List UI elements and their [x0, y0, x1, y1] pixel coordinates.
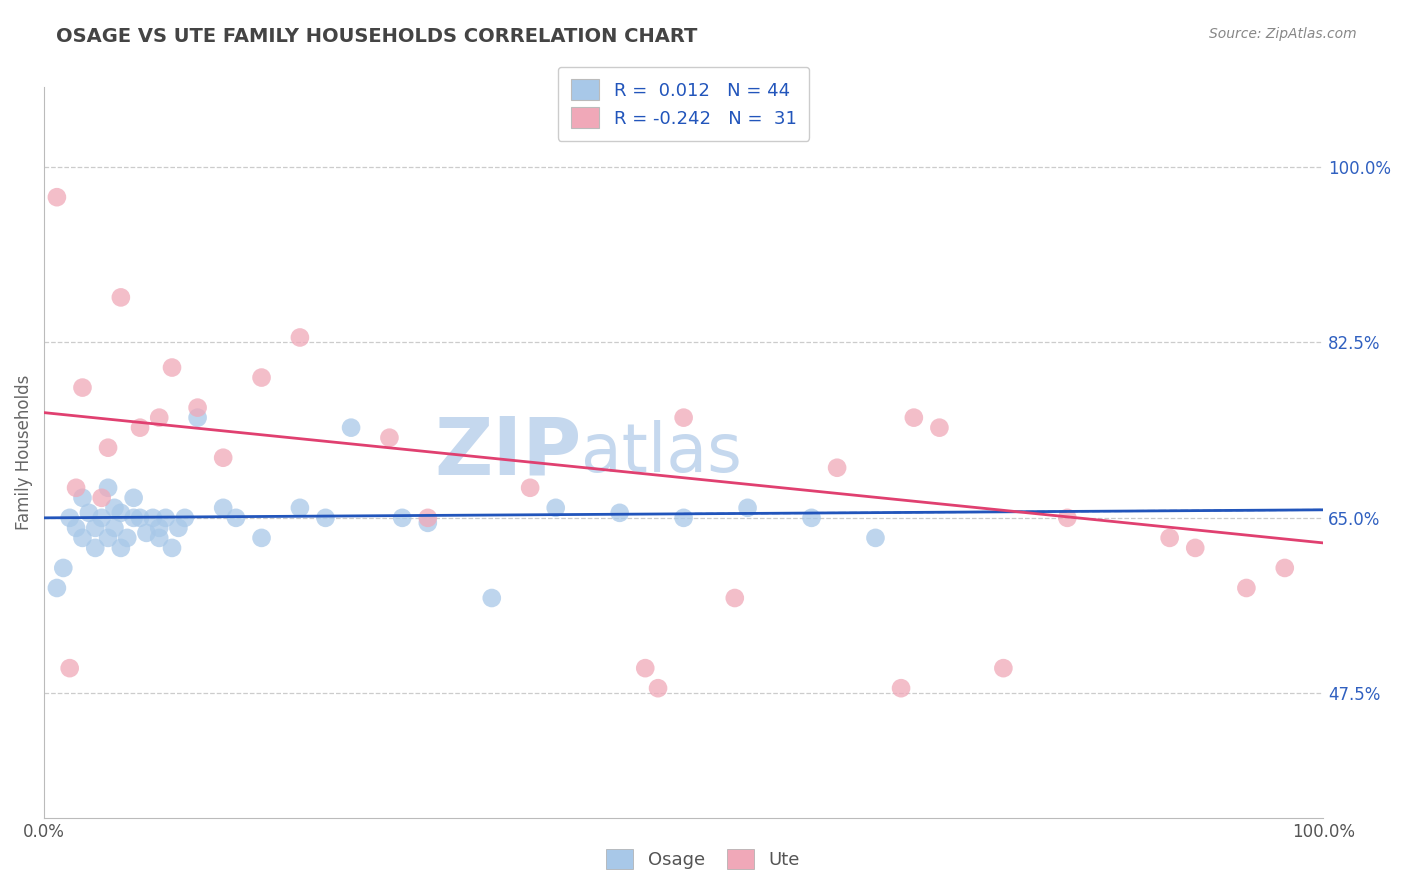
- Point: [148, 410, 170, 425]
- Point: [212, 500, 235, 515]
- Point: [250, 370, 273, 384]
- Point: [110, 506, 132, 520]
- Point: [52, 561, 75, 575]
- Point: [90, 511, 112, 525]
- Point: [72, 531, 94, 545]
- Point: [187, 410, 209, 425]
- Point: [672, 410, 695, 425]
- Point: [110, 290, 132, 304]
- Point: [72, 381, 94, 395]
- Point: [609, 506, 631, 520]
- Point: [928, 420, 950, 434]
- Y-axis label: Family Households: Family Households: [15, 375, 32, 531]
- Text: atlas: atlas: [581, 420, 742, 486]
- Point: [825, 460, 848, 475]
- Point: [84, 541, 107, 555]
- Point: [65, 521, 87, 535]
- Point: [903, 410, 925, 425]
- Point: [544, 500, 567, 515]
- Text: OSAGE VS UTE FAMILY HOUSEHOLDS CORRELATION CHART: OSAGE VS UTE FAMILY HOUSEHOLDS CORRELATI…: [56, 27, 697, 45]
- Point: [250, 531, 273, 545]
- Point: [340, 420, 363, 434]
- Point: [97, 481, 120, 495]
- Point: [122, 511, 145, 525]
- Point: [993, 661, 1015, 675]
- Point: [160, 541, 183, 555]
- Point: [288, 330, 311, 344]
- Point: [122, 491, 145, 505]
- Point: [481, 591, 503, 605]
- Point: [634, 661, 657, 675]
- Point: [155, 511, 177, 525]
- Point: [315, 511, 337, 525]
- Point: [1274, 561, 1296, 575]
- Point: [45, 581, 67, 595]
- Point: [800, 511, 823, 525]
- Point: [45, 190, 67, 204]
- Legend: R =  0.012   N = 44, R = -0.242   N =  31: R = 0.012 N = 44, R = -0.242 N = 31: [558, 67, 810, 141]
- Point: [110, 541, 132, 555]
- Point: [1184, 541, 1206, 555]
- Point: [391, 511, 413, 525]
- Point: [225, 511, 247, 525]
- Point: [97, 441, 120, 455]
- Point: [724, 591, 747, 605]
- Point: [416, 516, 439, 530]
- Text: ZIP: ZIP: [434, 414, 581, 491]
- Point: [103, 521, 125, 535]
- Point: [519, 481, 541, 495]
- Point: [167, 521, 190, 535]
- Point: [117, 531, 139, 545]
- Point: [865, 531, 887, 545]
- Point: [890, 681, 912, 696]
- Point: [416, 511, 439, 525]
- Legend: Osage, Ute: Osage, Ute: [598, 839, 808, 879]
- Point: [97, 531, 120, 545]
- Point: [142, 511, 165, 525]
- Point: [59, 661, 82, 675]
- Point: [1159, 531, 1181, 545]
- Point: [129, 511, 152, 525]
- Point: [212, 450, 235, 465]
- Point: [288, 500, 311, 515]
- Point: [160, 360, 183, 375]
- Point: [103, 500, 125, 515]
- Text: Source: ZipAtlas.com: Source: ZipAtlas.com: [1209, 27, 1357, 41]
- Point: [378, 431, 401, 445]
- Point: [647, 681, 669, 696]
- Point: [59, 511, 82, 525]
- Point: [148, 521, 170, 535]
- Point: [672, 511, 695, 525]
- Point: [148, 531, 170, 545]
- Point: [1234, 581, 1257, 595]
- Point: [77, 506, 100, 520]
- Point: [90, 491, 112, 505]
- Point: [72, 491, 94, 505]
- Point: [135, 525, 157, 540]
- Point: [187, 401, 209, 415]
- Point: [173, 511, 195, 525]
- Point: [129, 420, 152, 434]
- Point: [737, 500, 759, 515]
- Point: [84, 521, 107, 535]
- Point: [65, 481, 87, 495]
- Point: [1056, 511, 1078, 525]
